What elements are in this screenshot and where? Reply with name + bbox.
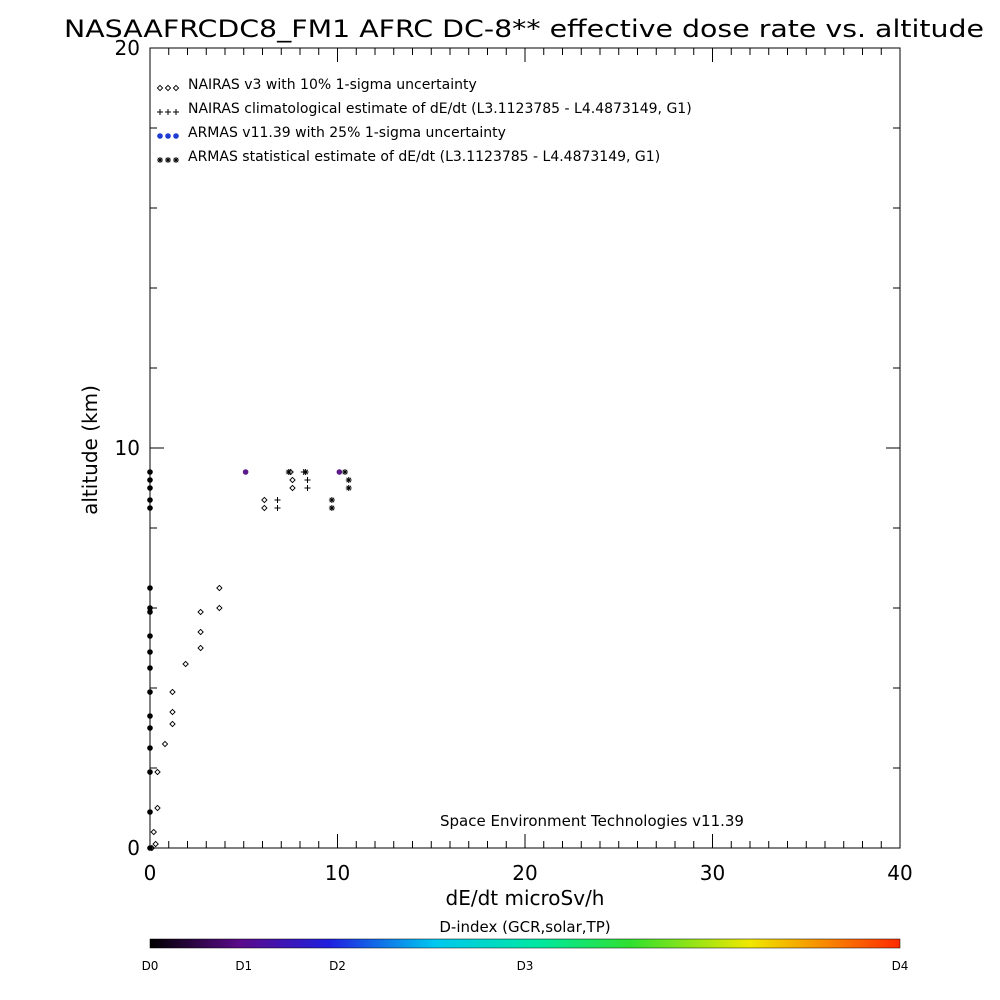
data-point — [289, 484, 296, 492]
data-point — [242, 469, 249, 475]
data-point — [197, 644, 204, 652]
data-point — [345, 485, 352, 491]
data-point — [147, 477, 153, 483]
data-point — [182, 660, 189, 668]
y-tick-label: 20 — [115, 36, 140, 60]
data-point — [304, 485, 311, 491]
colorbar-label: D1 — [235, 959, 252, 973]
x-tick-label: 30 — [700, 861, 725, 885]
legend-marker — [157, 157, 163, 163]
data-point — [152, 840, 159, 848]
y-tick-label: 10 — [115, 436, 140, 460]
legend-marker — [172, 84, 180, 92]
data-point — [147, 609, 153, 615]
y-axis-label: altitude (km) — [78, 385, 102, 515]
data-point — [147, 689, 153, 695]
data-point — [261, 504, 268, 512]
colorbar — [149, 938, 901, 949]
data-point — [216, 604, 223, 612]
y-tick-label: 0 — [127, 836, 140, 860]
legend-marker — [156, 84, 164, 92]
data-point — [345, 477, 352, 483]
colorbar-title: D-index (GCR,solar,TP) — [439, 918, 610, 936]
data-point — [342, 469, 348, 475]
data-point — [285, 469, 292, 475]
data-point — [147, 649, 153, 655]
legend: NAIRAS v3 with 10% 1-sigma uncertainty NA… — [156, 77, 692, 165]
data-point — [154, 768, 161, 776]
legend-marker — [157, 133, 163, 139]
data-point — [147, 745, 153, 751]
data-point — [274, 505, 281, 511]
chart-title: NASAAFRCDC8_FM1 AFRC DC-8** effective do… — [64, 15, 984, 43]
data-point — [147, 845, 153, 851]
data-point — [147, 485, 153, 491]
data-point — [150, 828, 157, 836]
data-point — [147, 665, 153, 671]
x-tick-label: 40 — [887, 861, 912, 885]
data-point — [147, 633, 153, 639]
credit-text: Space Environment Technologies v11.39 — [440, 812, 744, 830]
data-point — [147, 505, 153, 511]
legend-label: NAIRAS v3 with 10% 1-sigma uncertainty — [188, 77, 477, 93]
legend-marker — [173, 133, 179, 139]
x-tick-label: 0 — [144, 861, 157, 885]
plot-frame — [149, 47, 901, 849]
data-point — [274, 497, 281, 503]
data-point — [216, 584, 223, 592]
x-axis-label: dE/dt microSv/h — [446, 886, 605, 910]
legend-marker — [165, 157, 171, 163]
legend-label: ARMAS v11.39 with 25% 1-sigma uncertaint… — [188, 125, 506, 141]
data-point — [147, 725, 153, 731]
colorbar-labels: D0 D1 D2 D3 D4 — [142, 959, 909, 973]
data-point — [147, 585, 153, 591]
data-point — [169, 708, 176, 716]
data-point — [304, 477, 311, 483]
legend-marker — [164, 84, 172, 92]
data-point — [147, 605, 153, 611]
legend-marker — [165, 133, 171, 139]
x-tick-label: 10 — [325, 861, 350, 885]
legend-marker — [173, 109, 179, 115]
legend-item: ARMAS v11.39 with 25% 1-sigma uncertaint… — [157, 125, 506, 141]
data-point — [169, 688, 176, 696]
colorbar-label: D0 — [142, 959, 159, 973]
legend-marker — [165, 109, 171, 115]
data-point — [154, 804, 161, 812]
colorbar-label: D4 — [892, 959, 909, 973]
data-point — [328, 497, 335, 503]
data-point — [161, 740, 169, 748]
data-point — [147, 713, 153, 719]
colorbar-label: D3 — [517, 959, 534, 973]
legend-item: NAIRAS v3 with 10% 1-sigma uncertainty — [156, 77, 477, 93]
legend-marker — [157, 109, 163, 115]
legend-label: ARMAS statistical estimate of dE/dt (L3.… — [188, 149, 660, 165]
colorbar-label: D2 — [329, 959, 346, 973]
data-point — [147, 469, 153, 475]
legend-label: NAIRAS climatological estimate of dE/dt … — [188, 101, 692, 117]
data-point — [147, 497, 153, 503]
data-point — [336, 469, 343, 475]
data-points — [147, 468, 352, 852]
data-point — [197, 608, 204, 616]
data-point — [197, 628, 204, 636]
data-point — [261, 496, 268, 504]
x-tick-label: 20 — [512, 861, 537, 885]
data-point — [289, 476, 296, 484]
data-point — [147, 769, 153, 775]
axis-ticks — [149, 47, 901, 849]
legend-item: ARMAS statistical estimate of dE/dt (L3.… — [157, 149, 660, 165]
legend-marker — [173, 157, 179, 163]
data-point — [147, 809, 153, 815]
legend-item: NAIRAS climatological estimate of dE/dt … — [157, 101, 692, 117]
data-point — [328, 505, 335, 511]
data-point — [302, 469, 309, 475]
data-point — [169, 720, 176, 728]
axis-tick-labels: 0 10 20 30 40 0 10 20 — [115, 36, 913, 885]
